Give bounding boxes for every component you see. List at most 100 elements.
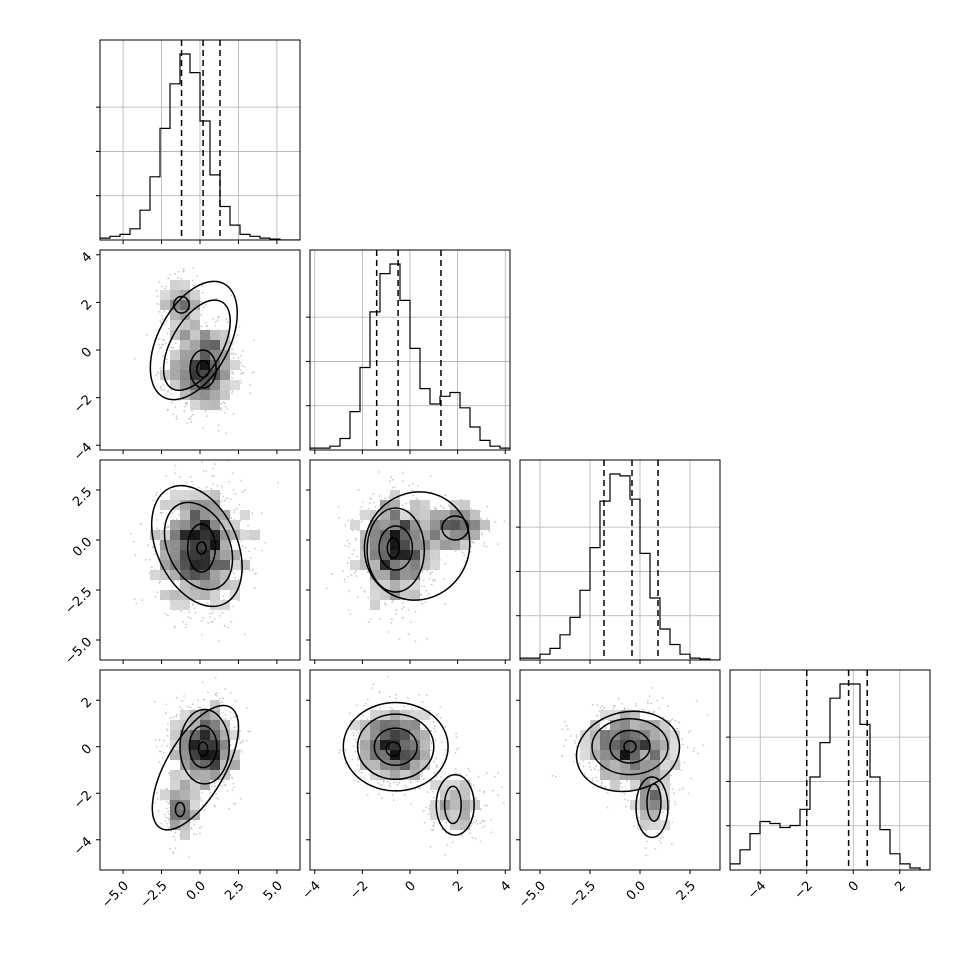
sample-point — [419, 593, 422, 595]
sample-point — [163, 310, 166, 313]
density-cell — [380, 530, 390, 540]
sample-point — [426, 638, 429, 640]
density-cell — [210, 390, 220, 400]
sample-point — [187, 616, 190, 619]
sample-point — [402, 616, 405, 619]
density-cell — [370, 600, 380, 610]
sample-point — [442, 506, 445, 509]
sample-point — [169, 273, 172, 276]
density-cell — [430, 510, 440, 520]
density-cell — [180, 500, 190, 510]
sample-point — [392, 599, 395, 602]
sample-point — [174, 342, 177, 345]
density-cell — [190, 370, 200, 380]
density-cell — [190, 590, 200, 600]
sample-point — [461, 551, 464, 554]
density-cell — [470, 520, 480, 530]
density-cell — [420, 540, 430, 550]
sample-point — [232, 605, 235, 608]
sample-point — [225, 432, 228, 435]
sample-point — [429, 572, 432, 575]
sample-point — [200, 300, 203, 302]
sample-point — [244, 546, 247, 549]
density-cell — [390, 550, 400, 560]
sample-point — [239, 362, 242, 364]
density-cell — [160, 300, 170, 310]
sample-point — [464, 561, 466, 564]
sample-point — [207, 622, 210, 624]
sample-point — [210, 488, 213, 490]
sample-point — [233, 511, 236, 514]
sample-point — [421, 569, 424, 572]
density-cell — [180, 350, 190, 360]
sample-point — [346, 539, 349, 542]
sample-point — [483, 542, 486, 544]
density-cell — [200, 370, 210, 380]
sample-point — [191, 409, 193, 412]
sample-point — [344, 544, 346, 547]
sample-point — [230, 352, 233, 355]
sample-point — [223, 411, 226, 414]
density-cell — [410, 590, 420, 600]
sample-point — [240, 479, 243, 482]
density-cell — [160, 570, 170, 580]
sample-point — [241, 545, 244, 547]
density-cell — [230, 360, 240, 370]
sample-point — [200, 620, 203, 622]
sample-point — [216, 484, 219, 487]
contour-line — [196, 359, 211, 379]
sample-point — [247, 524, 250, 527]
density-cell — [220, 530, 230, 540]
density-cell — [450, 540, 460, 550]
sample-point — [223, 402, 226, 405]
sample-point — [408, 484, 411, 487]
sample-point — [431, 579, 434, 582]
density-cell — [370, 560, 380, 570]
sample-point — [260, 512, 263, 514]
sample-point — [444, 603, 447, 606]
sample-point — [346, 562, 349, 565]
sample-point — [197, 486, 200, 489]
sample-point — [159, 367, 162, 370]
sample-point — [159, 512, 162, 514]
density-cell — [470, 530, 480, 540]
sample-point — [434, 580, 436, 582]
density-cell — [190, 400, 200, 410]
sample-point — [185, 402, 188, 405]
sample-point — [326, 587, 328, 590]
sample-point — [163, 339, 166, 342]
sample-point — [182, 621, 185, 623]
sample-point — [200, 799, 203, 802]
x-tick-label: −2 — [792, 878, 816, 902]
contour-line — [173, 295, 190, 314]
sample-point — [160, 314, 163, 317]
sample-point — [133, 358, 136, 360]
sample-point — [166, 332, 169, 335]
sample-point — [411, 489, 414, 492]
density-cell — [210, 350, 220, 360]
sample-point — [195, 275, 198, 278]
density-cell — [370, 550, 380, 560]
sample-point — [347, 519, 349, 521]
sample-point — [178, 513, 181, 516]
density-cell — [240, 560, 250, 570]
contour-line — [363, 491, 471, 601]
sample-point — [207, 691, 209, 694]
sample-point — [231, 390, 234, 393]
sample-point — [233, 786, 235, 789]
x-tick-label: 0 — [846, 878, 862, 894]
sample-point — [185, 623, 188, 626]
sample-point — [220, 785, 223, 787]
sample-point — [204, 409, 207, 412]
density-cell — [190, 530, 200, 540]
sample-point — [159, 386, 162, 389]
sample-point — [395, 613, 397, 615]
sample-point — [155, 494, 158, 496]
density-cell — [220, 360, 230, 370]
sample-point — [422, 571, 424, 573]
sample-point — [253, 573, 256, 576]
sample-point — [179, 476, 181, 478]
density-cell — [170, 570, 180, 580]
sample-point — [348, 609, 350, 612]
sample-point — [231, 348, 234, 350]
